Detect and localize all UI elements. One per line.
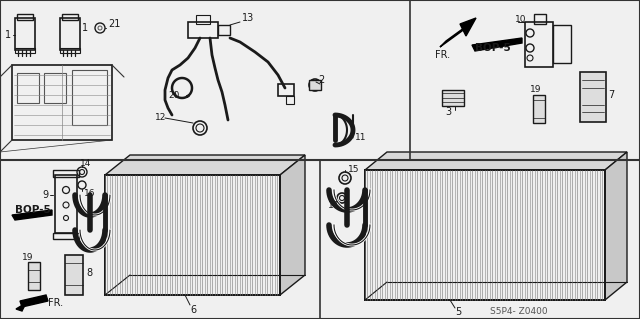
Bar bbox=[44, 73, 66, 103]
Text: 14: 14 bbox=[80, 159, 92, 167]
Bar bbox=[17, 14, 33, 20]
Text: 17: 17 bbox=[328, 201, 339, 210]
Bar bbox=[15, 18, 35, 50]
Text: 7: 7 bbox=[608, 90, 614, 100]
Bar bbox=[188, 22, 218, 38]
Text: 5: 5 bbox=[455, 307, 461, 317]
Bar bbox=[55, 175, 77, 233]
Text: 11: 11 bbox=[355, 133, 367, 143]
Bar bbox=[105, 175, 280, 295]
Text: 10: 10 bbox=[515, 16, 527, 25]
Bar bbox=[525, 22, 553, 67]
Bar bbox=[196, 15, 210, 24]
Bar bbox=[442, 90, 464, 106]
Bar bbox=[365, 170, 605, 300]
Bar bbox=[309, 80, 321, 90]
Text: 21: 21 bbox=[108, 19, 120, 29]
Text: 20: 20 bbox=[168, 91, 179, 100]
Text: BOP-5: BOP-5 bbox=[15, 205, 51, 215]
Text: 16: 16 bbox=[84, 189, 95, 197]
Text: 1: 1 bbox=[5, 30, 11, 40]
Polygon shape bbox=[460, 18, 476, 36]
Polygon shape bbox=[440, 25, 468, 47]
Bar bbox=[12, 65, 112, 140]
Bar bbox=[15, 48, 35, 53]
Text: 8: 8 bbox=[86, 268, 92, 278]
Text: 15: 15 bbox=[348, 166, 360, 174]
Bar bbox=[105, 175, 280, 295]
Polygon shape bbox=[280, 155, 305, 295]
Text: FR.: FR. bbox=[435, 50, 450, 60]
Text: 6: 6 bbox=[190, 305, 196, 315]
Bar bbox=[218, 25, 230, 35]
Bar bbox=[72, 70, 107, 125]
Text: 13: 13 bbox=[242, 13, 254, 23]
Text: 2: 2 bbox=[318, 75, 324, 85]
Bar bbox=[65, 255, 83, 295]
Text: 19: 19 bbox=[530, 85, 541, 94]
Bar bbox=[53, 170, 79, 177]
Polygon shape bbox=[12, 210, 52, 220]
Polygon shape bbox=[20, 295, 48, 307]
Bar bbox=[17, 73, 39, 103]
Text: 9: 9 bbox=[42, 190, 48, 200]
Bar bbox=[365, 170, 605, 300]
Bar bbox=[60, 48, 80, 53]
Text: 3: 3 bbox=[445, 107, 451, 117]
Bar bbox=[60, 18, 80, 50]
Bar bbox=[53, 233, 79, 239]
Polygon shape bbox=[605, 152, 627, 300]
Bar bbox=[553, 25, 571, 63]
Text: 1: 1 bbox=[82, 23, 88, 33]
Bar bbox=[534, 14, 546, 24]
Text: 12: 12 bbox=[155, 114, 166, 122]
Bar bbox=[62, 14, 78, 20]
Text: S5P4- Z0400: S5P4- Z0400 bbox=[490, 308, 548, 316]
Text: 19: 19 bbox=[22, 254, 33, 263]
Polygon shape bbox=[16, 303, 26, 311]
Bar bbox=[278, 84, 294, 96]
Polygon shape bbox=[472, 38, 522, 51]
Bar bbox=[286, 96, 294, 104]
Polygon shape bbox=[365, 152, 627, 170]
Bar bbox=[28, 262, 40, 290]
Bar bbox=[533, 95, 545, 123]
Polygon shape bbox=[105, 155, 305, 175]
Text: FR.: FR. bbox=[48, 298, 63, 308]
Text: BOP-5: BOP-5 bbox=[475, 43, 511, 53]
Bar bbox=[580, 72, 606, 122]
